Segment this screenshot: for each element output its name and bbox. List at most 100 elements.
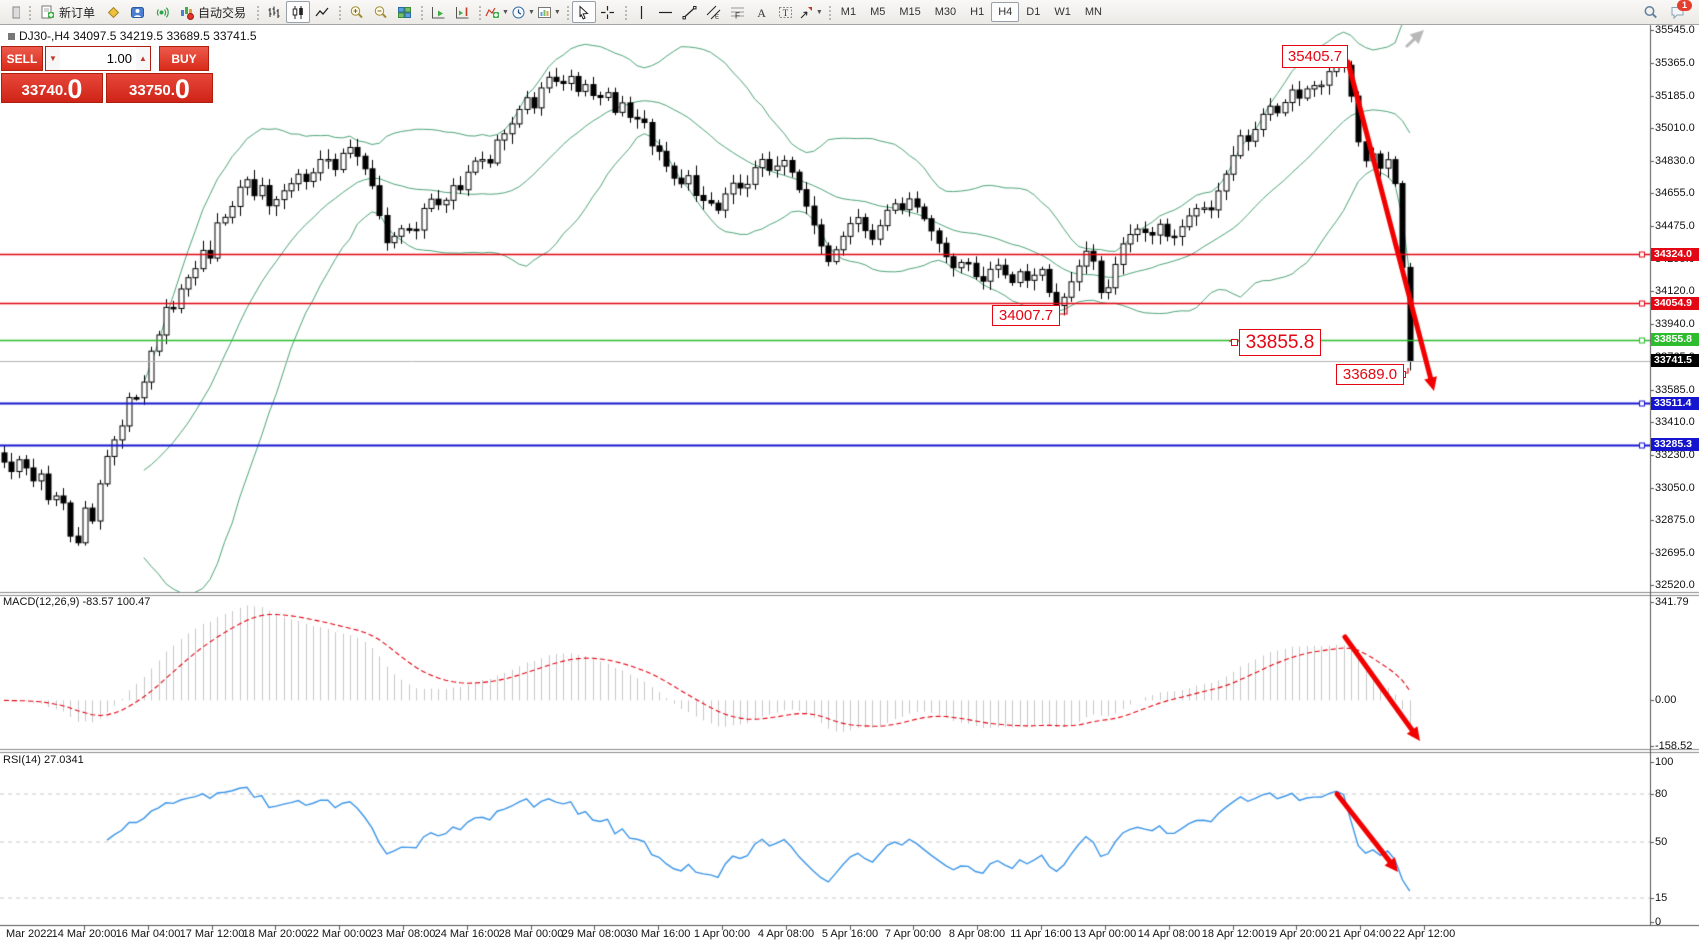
timeframe-button-h4[interactable]: H4 — [991, 2, 1020, 22]
auto-scroll-button[interactable] — [426, 1, 450, 23]
toolbar-group-grip — [477, 4, 482, 20]
time-axis-label: 16 Mar 04:00 — [115, 928, 181, 940]
channel-icon: E — [706, 5, 721, 20]
dropdown-caret-icon[interactable]: ▼ — [553, 8, 561, 16]
time-axis-label: 4 Apr 08:00 — [757, 928, 815, 940]
rsi-axis-tick: 0 — [1655, 916, 1662, 928]
arrows-button[interactable]: ▼ — [798, 1, 824, 23]
zoomout-icon — [373, 5, 388, 20]
cursor-button[interactable] — [571, 1, 596, 23]
timeframe-button-mn[interactable]: MN — [1084, 6, 1102, 18]
zoomin-icon — [349, 5, 364, 20]
time-axis-label: 13 Apr 00:00 — [1073, 928, 1137, 940]
price-annotation-label[interactable]: 33855.8 — [1239, 329, 1321, 356]
timeframe-button-w1[interactable]: W1 — [1054, 6, 1071, 18]
text-label-button[interactable]: T — [774, 1, 798, 23]
auto-trading-button[interactable]: 自动交易 — [173, 1, 252, 23]
textA-icon: A — [754, 5, 769, 20]
volume-input[interactable] — [60, 47, 136, 70]
sell-price-small-digits: 33740. — [21, 82, 68, 99]
line-chart-button[interactable] — [310, 1, 334, 23]
bar-chart-button[interactable] — [262, 1, 286, 23]
timeframe-button-m15[interactable]: M15 — [899, 6, 921, 18]
indicator-icon — [485, 5, 500, 20]
cursor-icon — [576, 4, 591, 20]
market-watch-icon[interactable] — [101, 1, 125, 23]
price-annotation-label[interactable]: 34007.7 — [992, 305, 1060, 326]
fibonacci-button[interactable]: F — [726, 1, 750, 23]
template-icon — [537, 5, 552, 20]
time-axis-label: 18 Mar 20:00 — [242, 928, 308, 940]
time-axis-label: 29 Mar 08:00 — [561, 928, 627, 940]
price-line-tag: 33285.3 — [1651, 438, 1699, 452]
periods-button[interactable]: ▼ — [510, 1, 536, 23]
rsi-axis-tick: 80 — [1655, 788, 1668, 800]
trend-icon — [682, 5, 697, 20]
crosshair-button[interactable] — [596, 1, 620, 23]
toolbar-group-grip — [255, 4, 260, 20]
dropdown-caret-icon[interactable]: ▼ — [527, 8, 535, 16]
object-handle[interactable] — [1231, 339, 1238, 346]
main-toolbar: 新订单 自动交易 ▼ ▼ ▼ E F A T ▼ M1 M5 M15 M30 H1 H4 D1 W1 MN 1 — [0, 0, 1699, 25]
shapes-icon — [799, 5, 814, 20]
buy-button[interactable]: BUY — [159, 46, 209, 71]
price-axis-tick: 34120.0 — [1655, 285, 1695, 298]
toolbar-group-grip — [419, 4, 424, 20]
zoom-out-button[interactable] — [368, 1, 392, 23]
timeframe-button-d1[interactable]: D1 — [1026, 6, 1041, 18]
svg-text:T: T — [783, 8, 789, 18]
vertical-line-button[interactable] — [630, 1, 654, 23]
equidistant-channel-button[interactable]: E — [702, 1, 726, 23]
buy-price-display[interactable]: 33750. 0 — [106, 73, 213, 103]
sell-price-display[interactable]: 33740. 0 — [1, 73, 103, 103]
price-line-tag: 34054.9 — [1651, 296, 1699, 310]
time-axis-label: 28 Mar 00:00 — [498, 928, 564, 940]
timeframe-button-m5[interactable]: M5 — [870, 6, 886, 18]
svg-text:E: E — [715, 14, 719, 20]
zoom-in-button[interactable] — [344, 1, 368, 23]
autoscroll-icon — [431, 5, 446, 20]
price-axis-tick: 32695.0 — [1655, 546, 1695, 559]
price-annotation-label[interactable]: 35405.7 — [1282, 45, 1348, 68]
volume-decrease-button[interactable]: ▼ — [46, 47, 60, 70]
macd-axis-tick: 0.00 — [1655, 694, 1677, 707]
terminal-icon[interactable] — [125, 1, 149, 23]
price-axis-tick: 35365.0 — [1655, 57, 1695, 70]
templates-button[interactable]: ▼ — [536, 1, 562, 23]
new-order-icon — [40, 5, 55, 20]
time-axis-label: Mar 2022 — [6, 928, 53, 940]
tile-windows-button[interactable] — [392, 1, 416, 23]
chat-icon[interactable]: 1 — [1670, 0, 1692, 20]
dropdown-caret-icon[interactable]: ▼ — [502, 8, 509, 16]
horizontal-line-button[interactable] — [654, 1, 678, 23]
timeframe-button-m30[interactable]: M30 — [934, 6, 957, 18]
indicators-button[interactable]: ▼ — [484, 1, 510, 23]
trendline-button[interactable] — [678, 1, 702, 23]
signal-icon[interactable] — [149, 1, 173, 23]
macd-axis-tick: 341.79 — [1655, 596, 1689, 608]
clock-icon — [511, 5, 526, 20]
bars-icon — [267, 5, 282, 20]
clipped-icon — [5, 5, 20, 20]
timeframe-button-m1[interactable]: M1 — [840, 6, 857, 18]
sell-button[interactable]: SELL — [1, 46, 43, 71]
time-axis-label: 23 Mar 08:00 — [370, 928, 436, 940]
text-button[interactable]: A — [750, 1, 774, 23]
candlestick-chart-button[interactable] — [286, 1, 311, 23]
search-icon[interactable] — [1643, 5, 1658, 20]
volume-increase-button[interactable]: ▲ — [136, 47, 150, 70]
candles-icon — [291, 5, 306, 20]
buy-price-big-digit: 0 — [174, 74, 190, 104]
time-axis-label: 22 Apr 12:00 — [1392, 928, 1456, 940]
new-order-button[interactable]: 新订单 — [34, 1, 101, 23]
shift-icon — [455, 5, 470, 20]
dropdown-caret-icon[interactable]: ▼ — [815, 8, 823, 16]
timeframe-button-h1[interactable]: H1 — [970, 6, 985, 18]
price-annotation-label[interactable]: 33689.0 — [1336, 364, 1404, 385]
fibo-icon: F — [730, 5, 745, 20]
svg-text:A: A — [758, 6, 767, 20]
time-axis-label: 14 Apr 08:00 — [1137, 928, 1201, 940]
price-axis-tick: 33050.0 — [1655, 481, 1695, 494]
chart-shift-button[interactable] — [450, 1, 474, 23]
